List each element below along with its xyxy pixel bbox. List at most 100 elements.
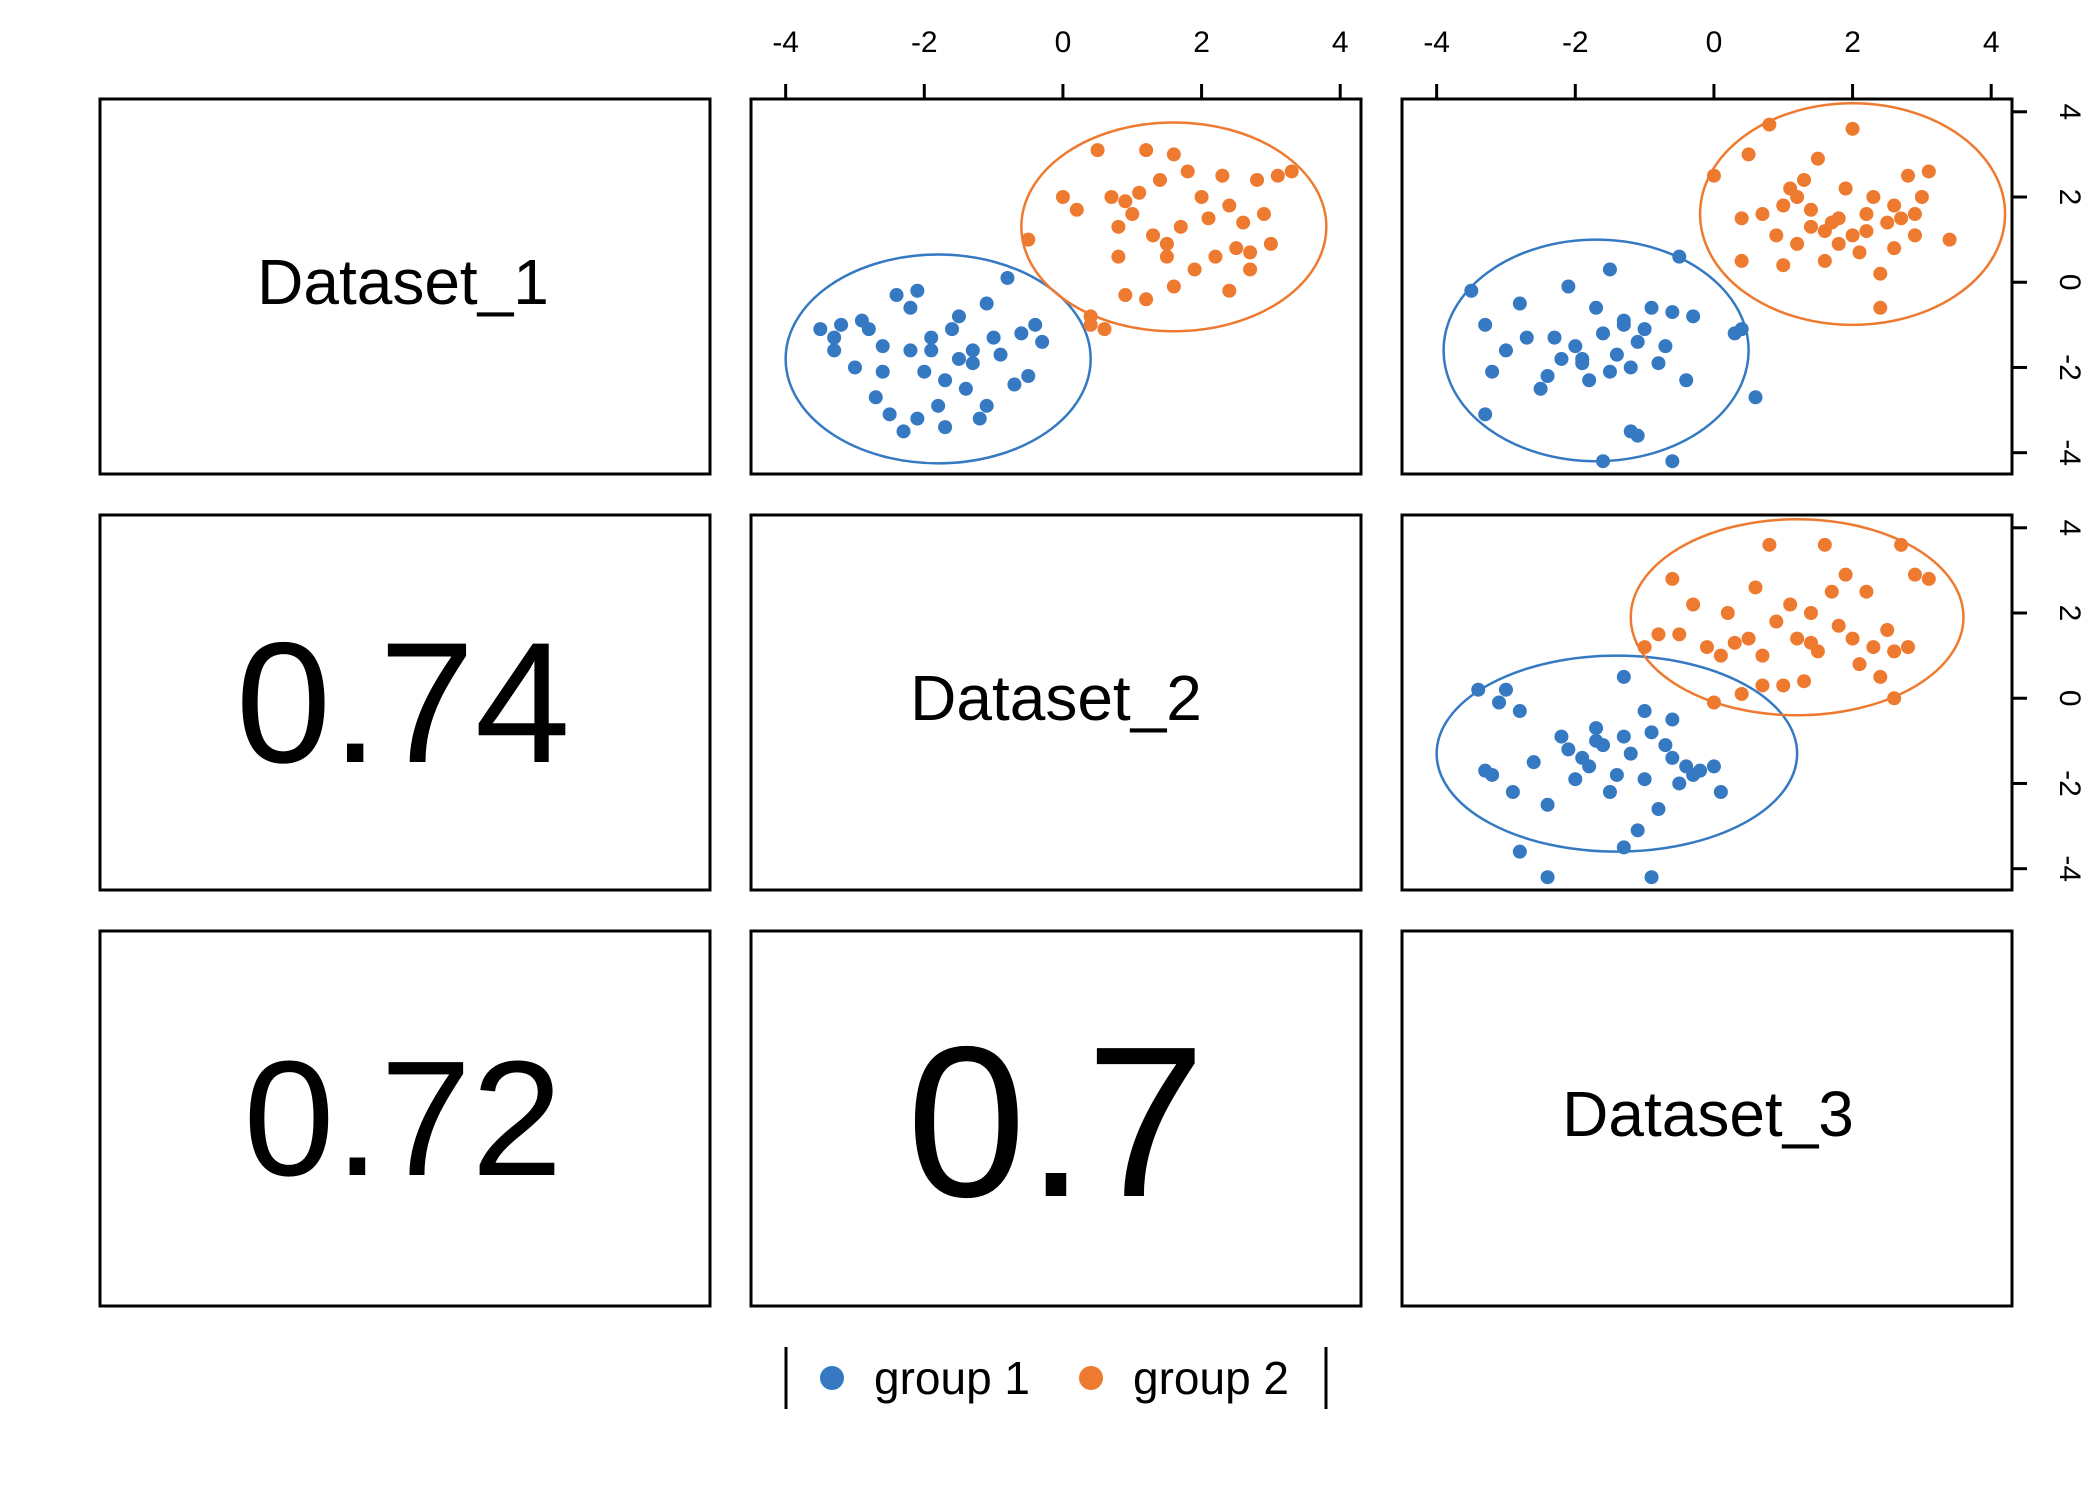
data-point-group-1	[1706, 759, 1721, 774]
data-point-group-2	[1132, 185, 1147, 200]
correlation-value-3-2: 0.7	[907, 1001, 1206, 1242]
data-point-group-1	[1623, 360, 1638, 375]
data-point-group-2	[1069, 202, 1084, 217]
data-point-group-1	[868, 390, 883, 405]
data-point-group-2	[1894, 211, 1909, 226]
data-point-group-2	[1734, 686, 1749, 701]
data-point-group-2	[1194, 190, 1209, 205]
data-point-group-2	[1803, 202, 1818, 217]
legend: group 1 group 2	[784, 1347, 1328, 1409]
right-axis-tick-label: 2	[2053, 605, 2086, 622]
data-point-group-1	[1630, 823, 1645, 838]
data-point-group-1	[1540, 797, 1555, 812]
data-point-group-1	[1602, 784, 1617, 799]
data-point-group-1	[1512, 704, 1527, 719]
data-point-group-1	[1014, 326, 1029, 341]
legend-label-group-2: group 2	[1133, 1352, 1289, 1404]
data-point-group-2	[1159, 236, 1174, 251]
data-point-group-2	[1741, 147, 1756, 162]
data-point-group-1	[965, 356, 980, 371]
confidence-ellipse-group-1	[1435, 654, 1799, 853]
data-point-group-2	[1118, 194, 1133, 209]
data-point-group-2	[1880, 215, 1895, 230]
data-point-group-1	[1498, 343, 1513, 358]
data-point-group-2	[1256, 207, 1271, 222]
data-point-group-1	[965, 343, 980, 358]
data-point-group-2	[1166, 279, 1181, 294]
data-point-group-1	[972, 411, 987, 426]
data-point-group-1	[1554, 729, 1569, 744]
data-point-group-2	[1706, 695, 1721, 710]
data-point-group-1	[1616, 669, 1631, 684]
data-point-group-2	[1755, 648, 1770, 663]
data-point-group-2	[1762, 537, 1777, 552]
data-point-group-2	[1762, 117, 1777, 132]
data-point-group-1	[938, 420, 953, 435]
data-point-group-2	[1790, 236, 1805, 251]
data-point-group-2	[1859, 584, 1874, 599]
data-point-group-1	[1589, 300, 1604, 315]
data-point-group-2	[1166, 147, 1181, 162]
data-point-group-1	[951, 351, 966, 366]
scatter-panel-2-3	[1435, 518, 1965, 885]
data-point-group-2	[1817, 224, 1832, 239]
data-point-group-2	[1845, 228, 1860, 243]
data-point-group-1	[1609, 347, 1624, 362]
data-point-group-1	[1561, 742, 1576, 757]
data-point-group-2	[1097, 322, 1112, 337]
data-point-group-2	[1118, 288, 1133, 303]
data-point-group-1	[1623, 746, 1638, 761]
data-point-group-2	[1686, 597, 1701, 612]
data-point-group-1	[1637, 322, 1652, 337]
data-point-group-1	[1582, 759, 1597, 774]
top-axis-tick-label: 2	[1193, 26, 1210, 59]
right-axis-tick-label: 4	[2053, 103, 2086, 120]
data-point-group-1	[1519, 330, 1534, 345]
confidence-ellipse-group-2	[1020, 121, 1328, 333]
data-point-group-2	[1797, 172, 1812, 187]
data-point-group-1	[1554, 351, 1569, 366]
data-point-group-2	[1700, 640, 1714, 655]
data-point-group-2	[1845, 121, 1860, 136]
data-point-group-1	[1526, 755, 1541, 770]
data-point-group-1	[1035, 334, 1050, 349]
data-point-group-2	[1637, 640, 1652, 655]
data-point-group-1	[1596, 454, 1611, 469]
data-point-group-2	[1222, 283, 1237, 298]
data-point-group-2	[1104, 190, 1119, 205]
right-axis-tick-label: 0	[2053, 274, 2086, 291]
data-point-group-1	[1561, 279, 1576, 294]
top-axis-tick-label: -2	[911, 26, 938, 59]
data-point-group-2	[1055, 190, 1070, 205]
right-axis-tick-label: 2	[2053, 189, 2086, 206]
data-point-group-2	[1139, 143, 1154, 158]
data-point-group-2	[1810, 151, 1825, 166]
data-point-group-2	[1790, 190, 1805, 205]
data-point-group-1	[1609, 767, 1624, 782]
data-point-group-2	[1250, 172, 1265, 187]
data-point-group-1	[1596, 326, 1611, 341]
data-point-group-1	[827, 330, 842, 345]
data-point-group-1	[1575, 356, 1590, 371]
data-point-group-2	[1873, 266, 1888, 281]
diagonal-label-dataset-3: Dataset_3	[1562, 1078, 1854, 1150]
top-axis-tick-label: 4	[1983, 26, 2000, 59]
correlation-value-2-1: 0.74	[236, 607, 571, 799]
data-point-group-2	[1159, 249, 1174, 264]
data-point-group-1	[1686, 309, 1701, 324]
data-point-group-2	[1790, 631, 1805, 646]
data-point-group-2	[1852, 657, 1867, 672]
confidence-ellipse-group-1	[784, 253, 1092, 465]
data-point-group-1	[847, 360, 862, 375]
data-point-group-2	[1090, 143, 1105, 158]
data-point-group-1	[1540, 368, 1555, 383]
data-point-group-2	[1887, 198, 1902, 213]
data-point-group-2	[1111, 219, 1126, 234]
data-point-group-1	[1665, 750, 1680, 765]
cell-dataset-3: Dataset_3	[1562, 1078, 1854, 1150]
data-point-group-2	[1125, 207, 1140, 222]
data-point-group-1	[1672, 776, 1687, 791]
data-point-group-1	[1478, 317, 1493, 332]
data-point-group-1	[1471, 682, 1486, 697]
